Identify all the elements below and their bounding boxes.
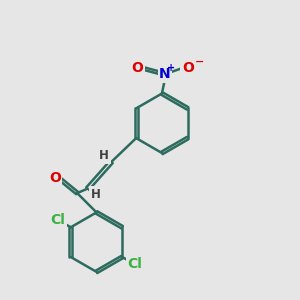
Text: −: − bbox=[194, 57, 204, 67]
Text: N: N bbox=[159, 67, 171, 81]
Text: O: O bbox=[182, 61, 194, 75]
Text: Cl: Cl bbox=[128, 257, 142, 272]
Text: Cl: Cl bbox=[50, 213, 65, 227]
Text: +: + bbox=[167, 63, 175, 73]
Text: O: O bbox=[49, 171, 61, 185]
Text: H: H bbox=[91, 188, 101, 201]
Text: O: O bbox=[131, 61, 143, 75]
Text: H: H bbox=[99, 149, 109, 162]
